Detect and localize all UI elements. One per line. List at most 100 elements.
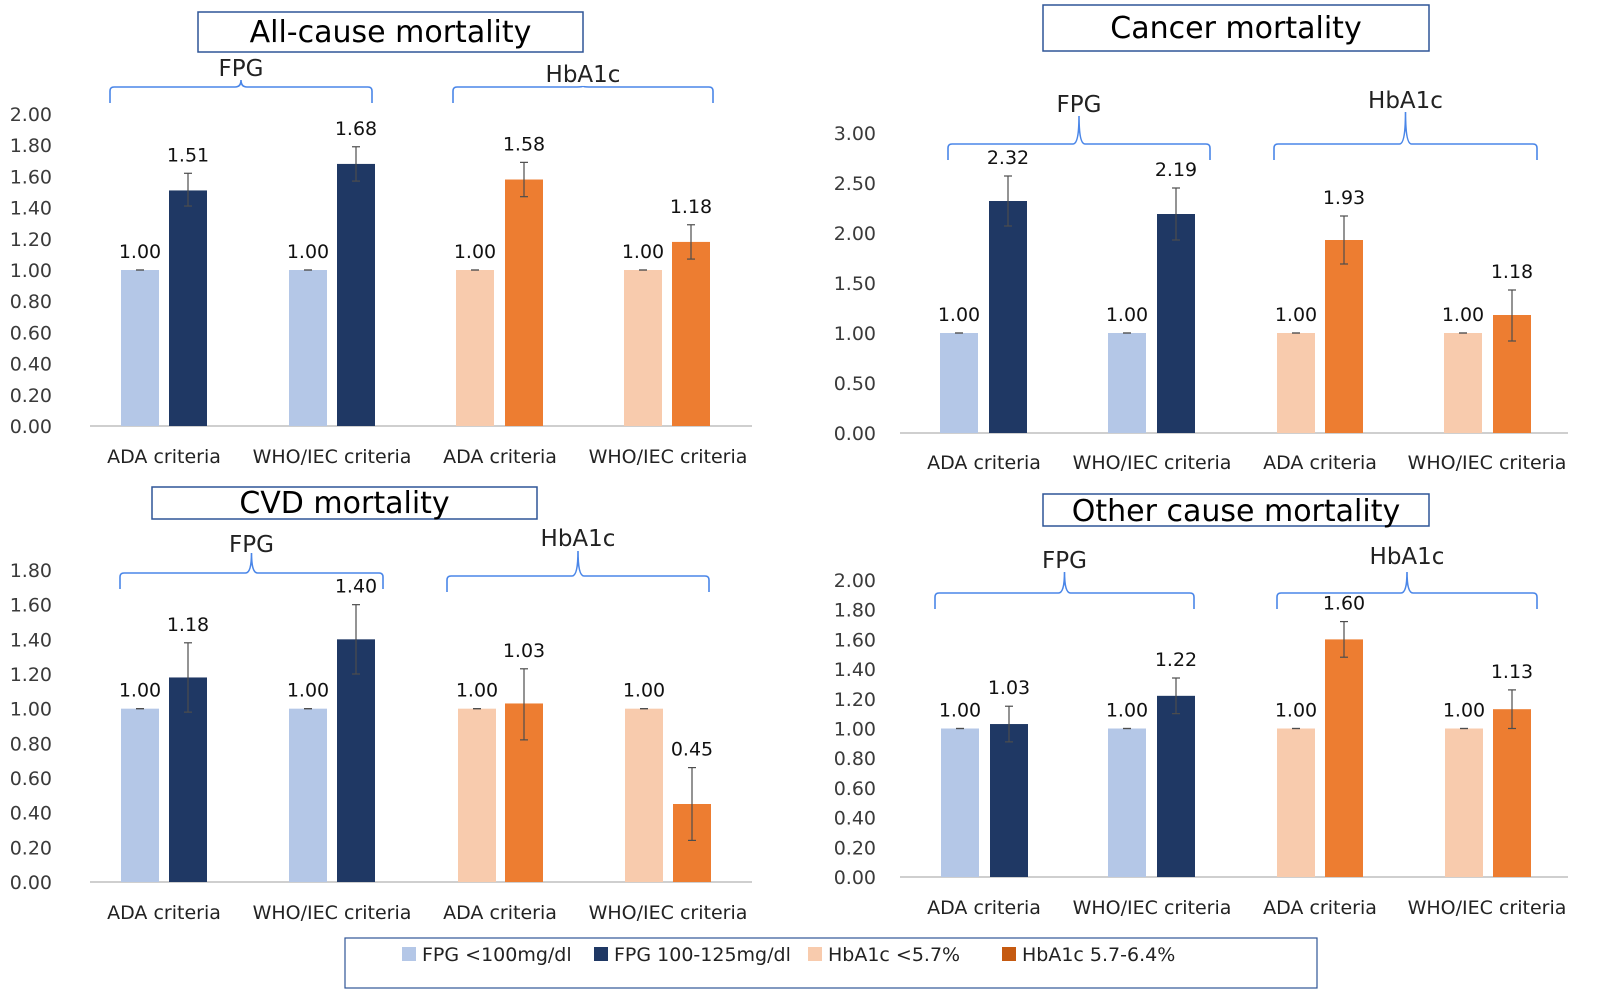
y-tick-label: 0.60 <box>834 778 876 800</box>
y-tick-label: 0.40 <box>10 354 52 376</box>
y-tick-label: 1.40 <box>10 629 52 651</box>
data-label: 0.45 <box>671 739 713 761</box>
bar <box>337 639 375 882</box>
bar <box>940 333 978 433</box>
bar <box>941 728 979 877</box>
y-tick-label: 0.50 <box>834 373 876 395</box>
data-label: 1.51 <box>167 144 209 166</box>
category-label: WHO/IEC criteria <box>589 446 748 468</box>
category-label: ADA criteria <box>927 452 1041 474</box>
y-tick-label: 0.20 <box>10 837 52 859</box>
y-tick-label: 1.80 <box>10 560 52 582</box>
category-label: WHO/IEC criteria <box>589 902 748 924</box>
y-tick-label: 0.80 <box>10 291 52 313</box>
chart-title-box <box>1042 493 1430 527</box>
data-label: 1.00 <box>938 304 980 326</box>
legend-label: HbA1c <5.7% <box>828 944 960 966</box>
y-tick-label: 2.00 <box>834 223 876 245</box>
chart-title: Cancer mortality <box>1110 11 1361 46</box>
y-tick-label: 1.20 <box>834 689 876 711</box>
bar <box>505 179 543 426</box>
legend-label: FPG <100mg/dl <box>422 944 572 966</box>
group-bracket-fpg <box>109 79 373 103</box>
bar <box>624 270 662 426</box>
category-label: ADA criteria <box>107 446 221 468</box>
data-label: 1.93 <box>1323 187 1365 209</box>
category-label: WHO/IEC criteria <box>1408 452 1567 474</box>
y-tick-label: 0.80 <box>834 748 876 770</box>
legend-swatch <box>808 947 822 961</box>
bar <box>121 270 159 426</box>
category-label: ADA criteria <box>1263 452 1377 474</box>
data-label: 1.00 <box>1106 700 1148 722</box>
group-label-fpg: FPG <box>219 56 264 82</box>
data-label: 1.68 <box>335 118 377 140</box>
legend-label: FPG 100-125mg/dl <box>614 944 791 966</box>
y-tick-label: 2.00 <box>834 570 876 592</box>
y-tick-label: 0.00 <box>10 416 52 438</box>
y-tick-label: 1.20 <box>10 229 52 251</box>
chart-title-box <box>151 486 538 520</box>
bar <box>121 708 159 882</box>
data-label: 1.00 <box>119 241 161 263</box>
bar <box>1493 709 1531 877</box>
category-label: ADA criteria <box>443 902 557 924</box>
y-tick-label: 0.00 <box>834 423 876 445</box>
bar <box>1157 214 1195 433</box>
bar <box>1325 639 1363 877</box>
group-bracket-hba1c <box>1276 571 1538 609</box>
data-label: 1.58 <box>503 133 545 155</box>
bar <box>456 270 494 426</box>
bar <box>458 708 496 882</box>
data-label: 1.00 <box>622 241 664 263</box>
y-tick-label: 1.00 <box>10 260 52 282</box>
data-label: 1.00 <box>1443 700 1485 722</box>
legend-box <box>344 937 1318 989</box>
bar <box>1277 728 1315 877</box>
legend-label: HbA1c 5.7-6.4% <box>1022 944 1175 966</box>
group-label-fpg: FPG <box>229 532 274 558</box>
data-label: 1.00 <box>456 680 498 702</box>
data-label: 1.03 <box>988 677 1030 699</box>
data-label: 1.60 <box>1323 593 1365 615</box>
legend-swatch <box>1002 947 1016 961</box>
chart-title: CVD mortality <box>239 486 449 521</box>
data-label: 1.00 <box>623 680 665 702</box>
chart-panel-1: All-cause mortality 0.00 0.20 0.40 0.60 0.80 1… <box>10 11 752 468</box>
y-tick-label: 0.40 <box>834 808 876 830</box>
chart-title: All-cause mortality <box>250 15 532 50</box>
group-label-hba1c: HbA1c <box>1368 88 1443 114</box>
y-tick-label: 0.00 <box>834 867 876 889</box>
data-label: 1.00 <box>1275 304 1317 326</box>
data-label: 1.18 <box>670 196 712 218</box>
category-label: ADA criteria <box>927 897 1041 919</box>
bar <box>990 724 1028 877</box>
bar <box>169 190 207 426</box>
category-label: WHO/IEC criteria <box>1073 897 1232 919</box>
bar <box>1108 333 1146 433</box>
data-label: 1.00 <box>939 700 981 722</box>
group-bracket-fpg <box>947 115 1211 160</box>
data-label: 1.03 <box>503 640 545 662</box>
group-bracket-hba1c <box>446 550 710 592</box>
data-label: 2.32 <box>987 147 1029 169</box>
bar <box>1108 728 1146 877</box>
y-tick-label: 0.20 <box>834 837 876 859</box>
group-bracket-fpg <box>934 571 1195 609</box>
bar <box>625 708 663 882</box>
y-tick-label: 1.40 <box>10 198 52 220</box>
bar <box>289 270 327 426</box>
y-tick-label: 2.00 <box>10 104 52 126</box>
bar <box>1445 728 1483 877</box>
y-tick-label: 0.60 <box>10 322 52 344</box>
y-tick-label: 1.00 <box>10 699 52 721</box>
y-tick-label: 0.60 <box>10 768 52 790</box>
group-label-hba1c: HbA1c <box>546 62 621 88</box>
group-label-fpg: FPG <box>1042 548 1087 574</box>
legend-swatch <box>594 947 608 961</box>
y-tick-label: 3.00 <box>834 123 876 145</box>
bar <box>1325 240 1363 433</box>
bar <box>989 201 1027 433</box>
data-label: 1.00 <box>119 680 161 702</box>
